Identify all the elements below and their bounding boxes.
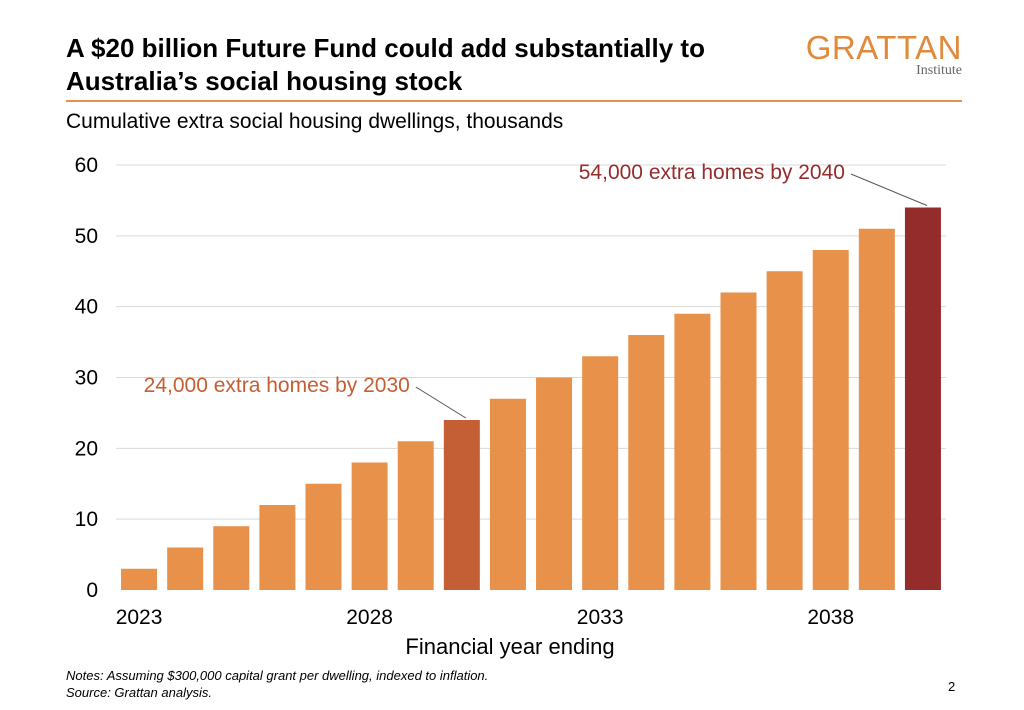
chart-subtitle: Cumulative extra social housing dwelling… xyxy=(66,110,564,133)
bar-2032 xyxy=(536,377,573,590)
bar-2030 xyxy=(443,420,480,590)
bar-2023 xyxy=(121,568,158,590)
logo-wordmark: GRATTAN xyxy=(805,29,962,66)
y-tick-label: 40 xyxy=(75,296,98,319)
x-tick-label: 2023 xyxy=(116,606,163,629)
source-line: Source: Grattan analysis. xyxy=(66,685,212,700)
y-tick-label: 10 xyxy=(75,508,98,531)
bar-2039 xyxy=(858,228,895,590)
bar-2031 xyxy=(489,398,526,590)
bar-2024 xyxy=(167,547,204,590)
x-axis-label: Financial year ending xyxy=(405,634,614,659)
y-tick-label: 30 xyxy=(75,367,98,390)
grid-lines xyxy=(116,164,946,520)
notes-line: Notes: Assuming $300,000 capital grant p… xyxy=(66,668,489,683)
bar-2040 xyxy=(904,207,941,590)
bar-2038 xyxy=(812,250,849,590)
x-axis-ticks: 2023 2028 2033 2038 xyxy=(116,606,854,629)
y-tick-label: 60 xyxy=(75,154,98,177)
x-tick-label: 2033 xyxy=(577,606,624,629)
bar-2034 xyxy=(628,335,665,590)
bar-2037 xyxy=(766,271,803,590)
annotation-2040: 54,000 extra homes by 2040 xyxy=(579,161,845,184)
grattan-logo: GRATTAN Institute xyxy=(800,30,962,78)
chart-notes: Notes: Assuming $300,000 capital grant p… xyxy=(66,667,488,701)
bar-2025 xyxy=(213,526,250,590)
bar-2029 xyxy=(397,441,434,590)
title-divider xyxy=(66,100,962,102)
bar-2028 xyxy=(351,462,388,590)
y-axis-ticks: 0 10 20 30 40 50 60 xyxy=(75,154,98,602)
bar-2035 xyxy=(674,313,711,590)
annotations: 24,000 extra homes by 2030 54,000 extra h… xyxy=(144,161,928,419)
y-tick-label: 0 xyxy=(86,579,98,602)
x-tick-label: 2028 xyxy=(346,606,393,629)
bar-2033 xyxy=(582,356,619,590)
chart-title: A $20 billion Future Fund could add subs… xyxy=(66,33,705,96)
annotation-leader-line xyxy=(415,386,467,419)
logo-subtext: Institute xyxy=(916,63,962,78)
bar-2026 xyxy=(259,505,296,590)
bar-2036 xyxy=(720,292,757,590)
y-tick-label: 50 xyxy=(75,225,98,248)
bar-2027 xyxy=(305,483,342,590)
page-number: 2 xyxy=(948,679,956,694)
annotation-2030: 24,000 extra homes by 2030 xyxy=(144,374,410,397)
y-tick-label: 20 xyxy=(75,437,98,460)
bars xyxy=(121,207,941,590)
annotation-leader-line xyxy=(850,173,928,206)
x-tick-label: 2038 xyxy=(807,606,854,629)
